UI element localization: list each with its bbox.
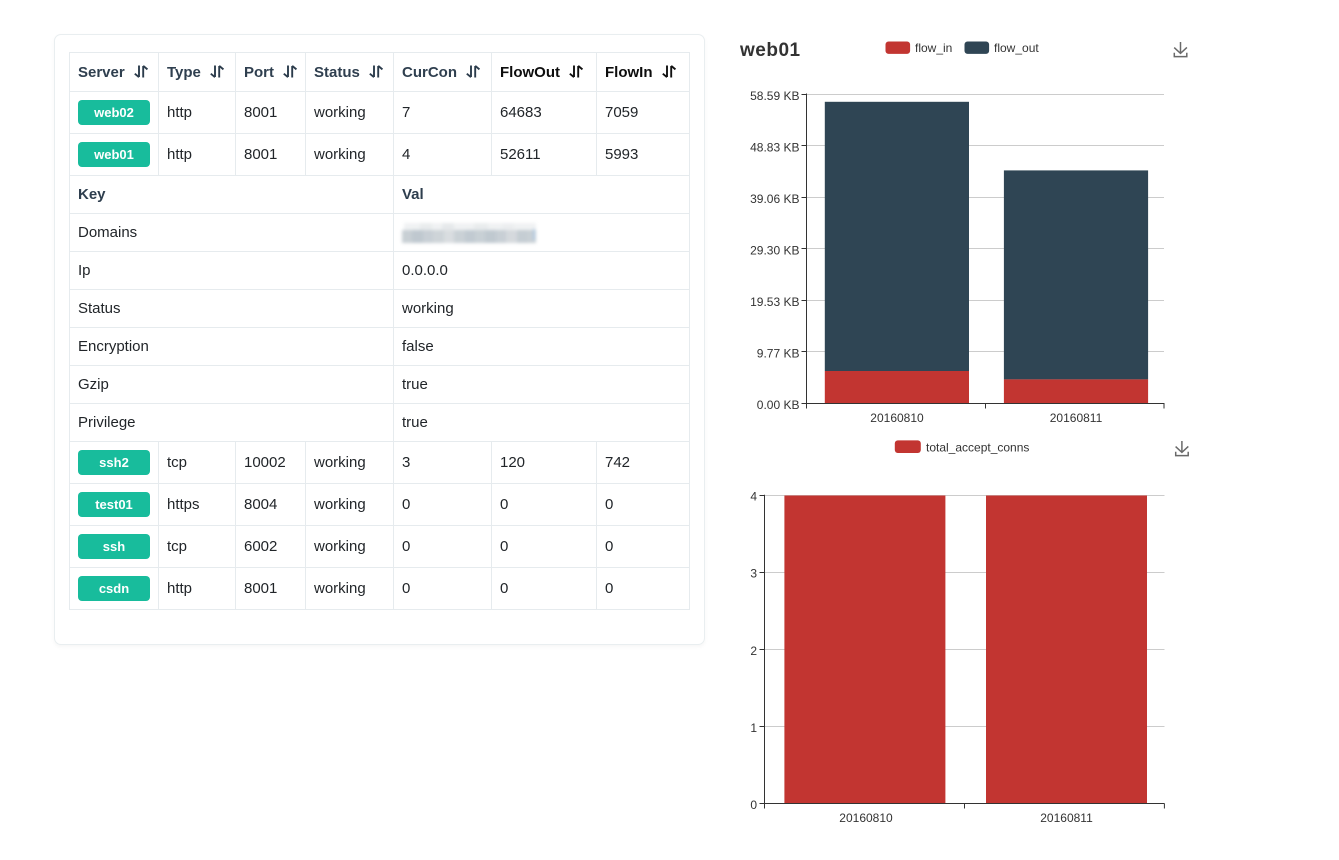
svg-text:29.30 KB: 29.30 KB xyxy=(750,243,799,257)
svg-text:20160811: 20160811 xyxy=(1050,411,1103,425)
svg-text:39.06 KB: 39.06 KB xyxy=(750,192,799,206)
svg-text:4: 4 xyxy=(750,490,757,504)
svg-text:0.00 KB: 0.00 KB xyxy=(757,398,800,412)
svg-text:20160810: 20160810 xyxy=(839,811,893,825)
svg-text:19.53 KB: 19.53 KB xyxy=(750,295,799,309)
svg-text:flow_out: flow_out xyxy=(994,41,1039,55)
svg-text:20160810: 20160810 xyxy=(870,411,924,425)
svg-text:flow_in: flow_in xyxy=(915,41,952,55)
svg-text:web01: web01 xyxy=(739,40,801,61)
svg-text:9.77 KB: 9.77 KB xyxy=(757,346,800,360)
svg-text:20160811: 20160811 xyxy=(1040,811,1093,825)
svg-text:total_accept_conns: total_accept_conns xyxy=(926,440,1029,454)
svg-text:0: 0 xyxy=(750,798,757,812)
svg-text:3: 3 xyxy=(750,567,757,581)
svg-text:48.83 KB: 48.83 KB xyxy=(750,140,799,154)
svg-text:1: 1 xyxy=(750,721,757,735)
svg-text:58.59 KB: 58.59 KB xyxy=(750,89,799,103)
svg-text:2: 2 xyxy=(750,644,757,658)
